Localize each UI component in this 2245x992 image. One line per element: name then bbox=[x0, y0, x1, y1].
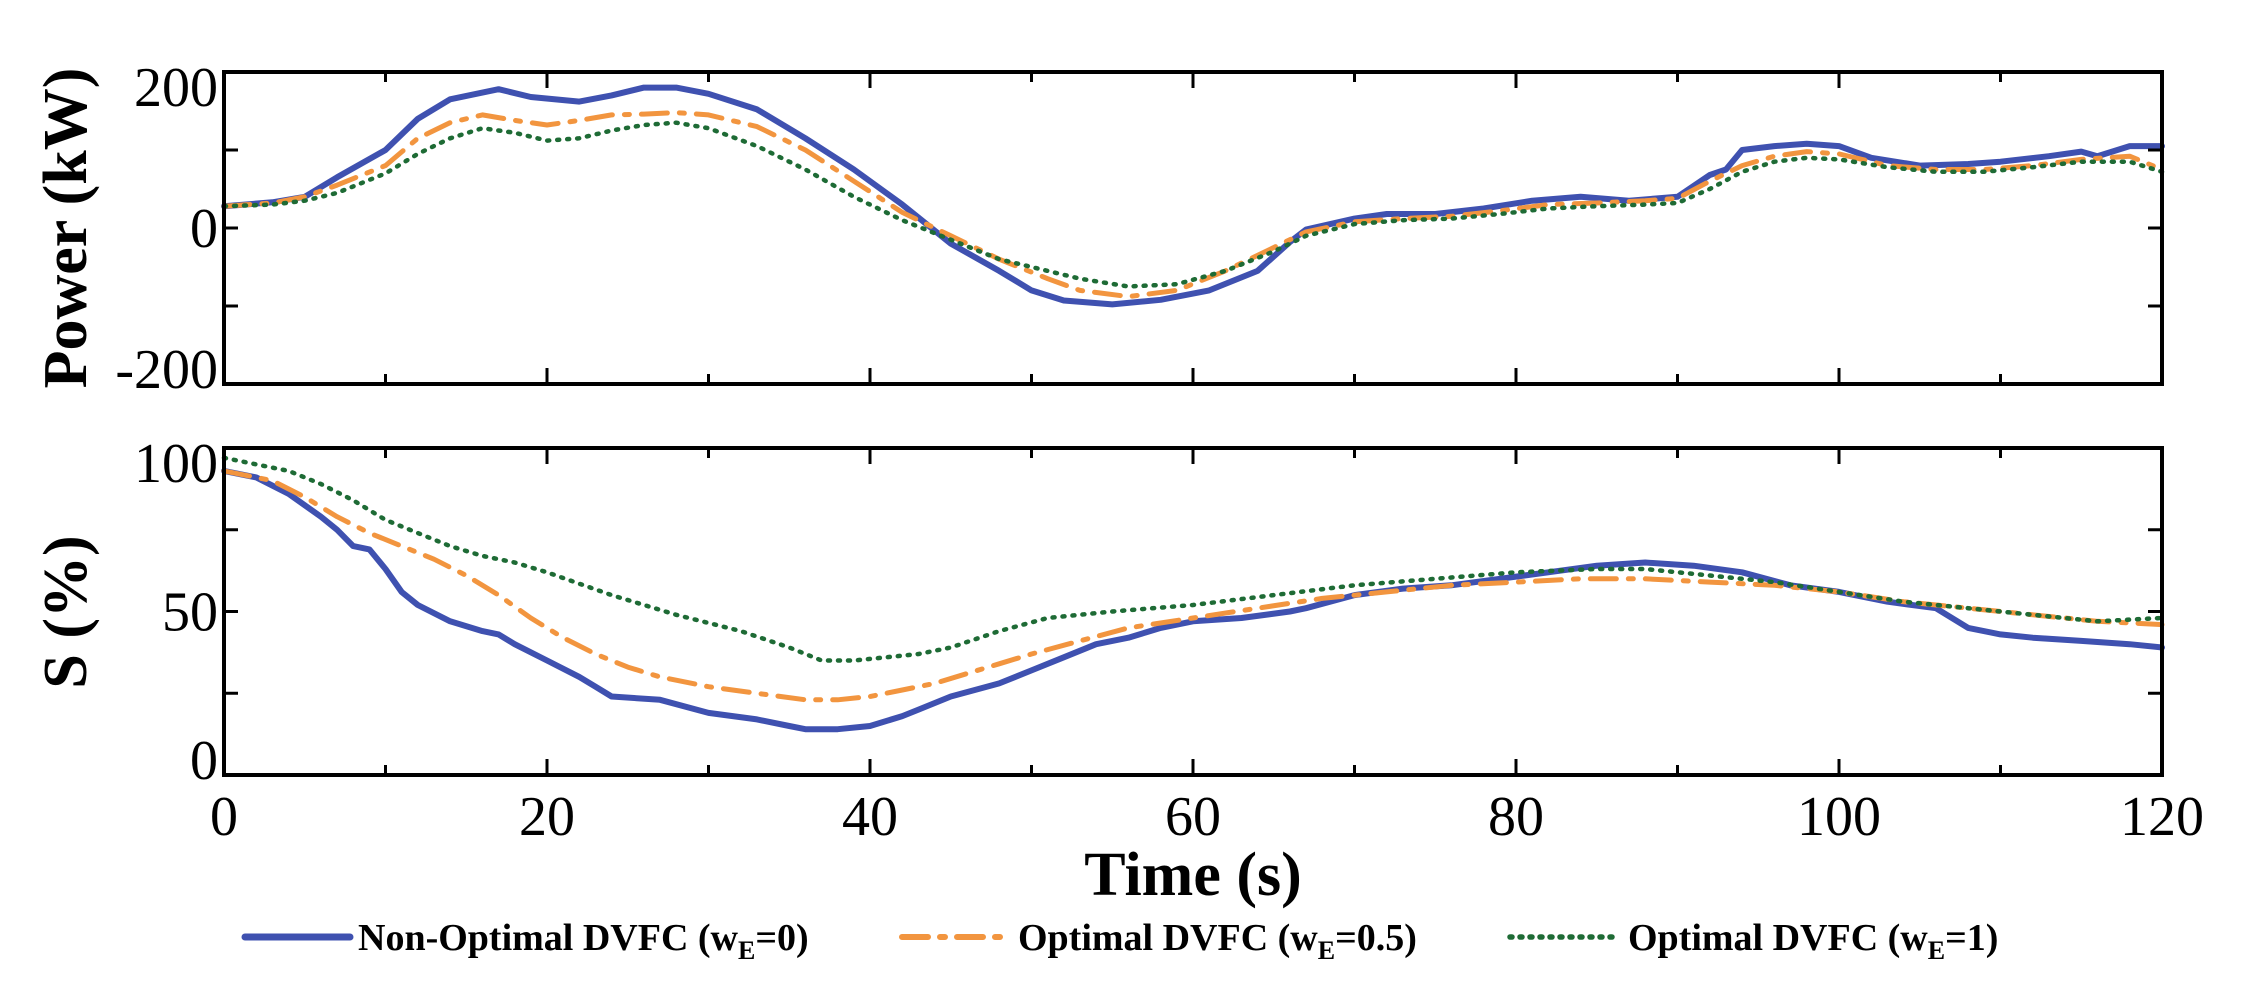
x-tick-label: 80 bbox=[1488, 786, 1544, 848]
x-tick-label: 20 bbox=[519, 786, 575, 848]
soc-ytick-label: 50 bbox=[162, 582, 218, 644]
x-tick-label: 100 bbox=[1797, 786, 1881, 848]
legend-entry-optimal-1: Optimal DVFC (wE=1) bbox=[1507, 917, 1998, 965]
legend: Non-Optimal DVFC (wE=0) Optimal DVFC (wE… bbox=[241, 917, 1998, 965]
legend-entry-non-optimal: Non-Optimal DVFC (wE=0) bbox=[241, 917, 809, 965]
power-ticks: -200 0 200 bbox=[115, 57, 2164, 401]
power-ytick-label: 0 bbox=[190, 198, 218, 260]
soc-series-2-line bbox=[221, 455, 2165, 663]
soc-ytick-label: 0 bbox=[190, 730, 218, 792]
soc-plot-frame bbox=[222, 446, 2164, 777]
soc-ticks: 0 50 100 0 20 40 60 80 100 120 bbox=[134, 433, 2204, 848]
legend-label-non-optimal: Non-Optimal DVFC (wE=0) bbox=[358, 917, 809, 965]
legend-label-optimal-05: Optimal DVFC (wE=0.5) bbox=[1018, 917, 1417, 965]
x-tick-label: 120 bbox=[2120, 786, 2204, 848]
power-series-group bbox=[221, 84, 2165, 308]
power-series-1-line bbox=[221, 110, 2165, 300]
x-axis-label: Time (s) bbox=[1084, 841, 1302, 909]
soc-panel: 0 50 100 0 20 40 60 80 100 120 S (%) bbox=[32, 433, 2204, 848]
power-plot-frame bbox=[222, 70, 2164, 386]
power-series-2-line bbox=[221, 120, 2165, 289]
soc-series-0-line bbox=[221, 467, 2165, 733]
power-ylabel: Power (kW) bbox=[32, 68, 100, 389]
legend-label-optimal-1: Optimal DVFC (wE=1) bbox=[1628, 917, 1998, 965]
x-tick-label: 60 bbox=[1165, 786, 1221, 848]
soc-ytick-label: 100 bbox=[134, 433, 218, 495]
power-panel: -200 0 200 Power (kW) bbox=[32, 57, 2165, 401]
soc-series-group bbox=[221, 455, 2165, 733]
power-ytick-label: -200 bbox=[115, 339, 218, 401]
power-ytick-label: 200 bbox=[134, 57, 218, 119]
soc-series-1-line bbox=[221, 468, 2165, 703]
legend-entry-optimal-05: Optimal DVFC (wE=0.5) bbox=[899, 917, 1417, 965]
power-series-0-line bbox=[221, 84, 2165, 308]
soc-ylabel: S (%) bbox=[32, 535, 100, 688]
x-tick-label: 0 bbox=[210, 786, 238, 848]
x-tick-label: 40 bbox=[842, 786, 898, 848]
